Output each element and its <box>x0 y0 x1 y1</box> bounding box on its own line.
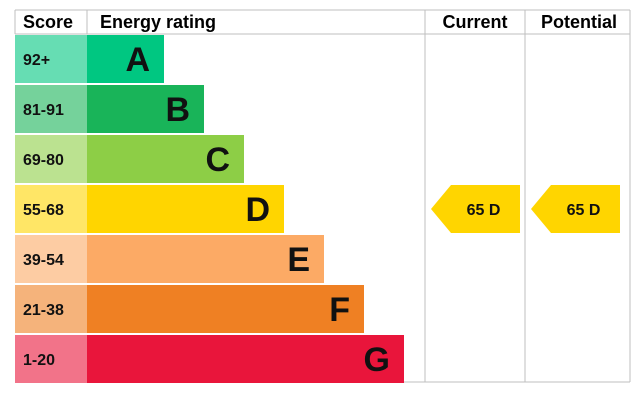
rating-letter-d: D <box>245 191 270 229</box>
rating-bar-d <box>87 185 284 233</box>
header-score: Score <box>23 12 73 32</box>
rating-markers: 65 D 65 D <box>431 185 620 233</box>
score-label-f: 21-38 <box>23 302 64 319</box>
score-label-g: 1-20 <box>23 352 55 369</box>
rating-bar-a <box>87 35 164 83</box>
score-label-b: 81-91 <box>23 102 64 119</box>
score-cell-c <box>15 135 87 183</box>
score-label-e: 39-54 <box>23 252 64 269</box>
rating-letter-e: E <box>287 241 310 279</box>
rating-bands: 92+ A 81-91 B 69-80 C 55-68 D 39-54 E 21-38 F 1-20 G <box>15 35 404 383</box>
rating-bar-c <box>87 135 244 183</box>
header-energy-rating: Energy rating <box>100 12 216 32</box>
rating-bar-b <box>87 85 204 133</box>
rating-letter-c: C <box>205 141 230 179</box>
score-label-c: 69-80 <box>23 152 64 169</box>
rating-letter-g: G <box>364 341 390 379</box>
potential-marker <box>531 185 620 233</box>
score-cell-d <box>15 185 87 233</box>
rating-bar-e <box>87 235 324 283</box>
score-cell-e <box>15 235 87 283</box>
score-label-d: 55-68 <box>23 202 64 219</box>
rating-bar-g <box>87 335 404 383</box>
current-marker <box>431 185 520 233</box>
rating-letter-f: F <box>329 291 350 329</box>
header-potential: Potential <box>541 12 617 32</box>
rating-letter-a: A <box>125 41 150 79</box>
rating-bar-f <box>87 285 364 333</box>
score-cell-a <box>15 35 87 83</box>
score-cell-b <box>15 85 87 133</box>
score-cell-f <box>15 285 87 333</box>
potential-marker-label: 65 D <box>567 202 601 219</box>
rating-letter-b: B <box>165 91 190 129</box>
score-label-a: 92+ <box>23 52 50 69</box>
current-marker-label: 65 D <box>467 202 501 219</box>
header-current: Current <box>442 12 507 32</box>
score-cell-g <box>15 335 87 383</box>
